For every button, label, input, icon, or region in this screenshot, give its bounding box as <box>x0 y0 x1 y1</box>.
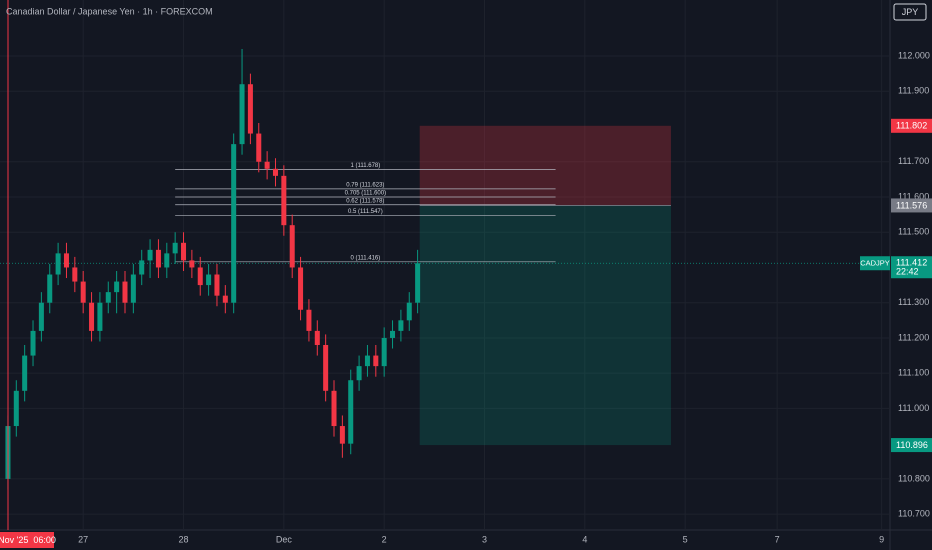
y-tick-label: 111.900 <box>898 86 929 96</box>
candle-body <box>181 242 187 261</box>
candle-body <box>331 390 337 427</box>
candle-body <box>30 330 36 356</box>
target-badge <box>891 438 932 453</box>
candle-body <box>406 302 412 321</box>
candle-body <box>364 355 370 367</box>
candle-body <box>306 309 312 331</box>
candle-body <box>390 330 396 338</box>
candle-body <box>231 144 237 303</box>
y-tick-label: 112.000 <box>898 50 930 60</box>
entry-badge <box>891 198 932 213</box>
candles <box>5 48 421 490</box>
candle-body <box>89 302 95 331</box>
candle-body <box>289 225 295 268</box>
y-tick-label: 111.000 <box>898 403 929 413</box>
last-price-label: 111.412 <box>896 258 927 268</box>
symbol-badge <box>860 256 890 271</box>
y-tick-label: 110.800 <box>898 473 930 483</box>
candle-body <box>373 355 379 367</box>
candle-body <box>348 380 354 444</box>
candle-body <box>206 274 212 286</box>
candle-body <box>13 390 19 427</box>
candle-body <box>164 253 170 268</box>
stop-label: 111.802 <box>896 121 927 131</box>
candle-body <box>197 267 203 286</box>
currency-label[interactable]: JPY <box>902 7 919 17</box>
candle-body <box>381 337 387 367</box>
stop-badge <box>891 118 932 133</box>
x-tick-label: 27 <box>78 534 88 544</box>
candle-body <box>38 302 44 331</box>
x-tick-label: 5 <box>683 534 688 544</box>
y-tick-label: 111.100 <box>898 368 929 378</box>
fib-label: 0 (111.416) <box>350 255 380 261</box>
cursor-badge <box>0 532 54 548</box>
x-tick-label: 7 <box>775 534 780 544</box>
entry-label: 111.576 <box>896 200 927 210</box>
candle-body <box>172 242 178 254</box>
position-tool <box>419 125 671 446</box>
x-tick-label: Dec <box>276 534 293 544</box>
fib-label: 1 (111.678) <box>350 163 380 169</box>
y-tick-label: 110.700 <box>898 509 930 519</box>
target-zone <box>419 205 671 446</box>
candle-body <box>189 260 195 268</box>
countdown-label: 22:42 <box>896 267 919 277</box>
candle-body <box>130 274 136 303</box>
candle-body <box>339 426 345 444</box>
candle-body <box>63 253 69 268</box>
fib-label: 0.62 (111.578) <box>346 198 384 204</box>
axes: 112.000 111.900 111.700 111.600 111.500 111.3… <box>78 50 932 544</box>
candle-body <box>122 281 128 303</box>
candle-body <box>323 344 329 391</box>
candle-body <box>247 84 253 134</box>
candle-body <box>239 84 245 145</box>
candle-body <box>398 320 404 331</box>
cursor-label: Nov '25 06:00 <box>0 535 56 545</box>
x-tick-label: 4 <box>582 534 587 544</box>
candle-body <box>47 274 53 303</box>
candle-body <box>222 295 228 303</box>
candle-body <box>139 260 145 275</box>
candle-body <box>55 253 61 275</box>
y-tick-label: 111.700 <box>898 156 929 166</box>
candle-body <box>356 366 362 381</box>
candle-body <box>114 281 120 293</box>
candle-body <box>105 292 111 303</box>
candle-body <box>147 249 153 261</box>
fib-label: 0.79 (111.623) <box>346 182 384 188</box>
x-tick-label: 9 <box>879 534 884 544</box>
candle-body <box>298 267 304 310</box>
x-tick-label: 28 <box>179 534 189 544</box>
candle-body <box>214 274 220 296</box>
candle-body <box>80 281 86 303</box>
fib-retracement: 1 (111.678) 0.79 (111.623) 0.705 (111.600)… <box>175 163 556 263</box>
candle-body <box>314 330 320 345</box>
candle-body <box>72 267 78 282</box>
candle-body <box>281 175 287 226</box>
x-tick-label: 3 <box>482 534 487 544</box>
candle-body <box>97 302 103 331</box>
stop-zone <box>419 125 671 206</box>
candle-body <box>155 249 161 268</box>
x-tick-label: 2 <box>382 534 387 544</box>
symbol-label: CADJPY <box>860 259 890 268</box>
candle-body <box>415 263 421 303</box>
y-tick-label: 111.500 <box>898 227 929 237</box>
y-tick-label: 111.600 <box>898 191 929 201</box>
y-tick-label: 111.200 <box>898 332 929 342</box>
target-label: 110.896 <box>896 440 928 450</box>
y-tick-label: 111.300 <box>898 297 929 307</box>
currency-box[interactable] <box>893 3 927 21</box>
fib-label: 0.705 (111.600) <box>345 191 386 197</box>
candle-body <box>272 168 278 176</box>
fib-label: 0.5 (111.547) <box>348 209 383 215</box>
candle-body <box>22 355 28 391</box>
candle-body <box>256 133 262 162</box>
last-price-badge <box>891 256 932 279</box>
candle-body <box>264 161 270 169</box>
chart-title: Canadian Dollar / Japanese Yen · 1h · FO… <box>6 6 213 16</box>
